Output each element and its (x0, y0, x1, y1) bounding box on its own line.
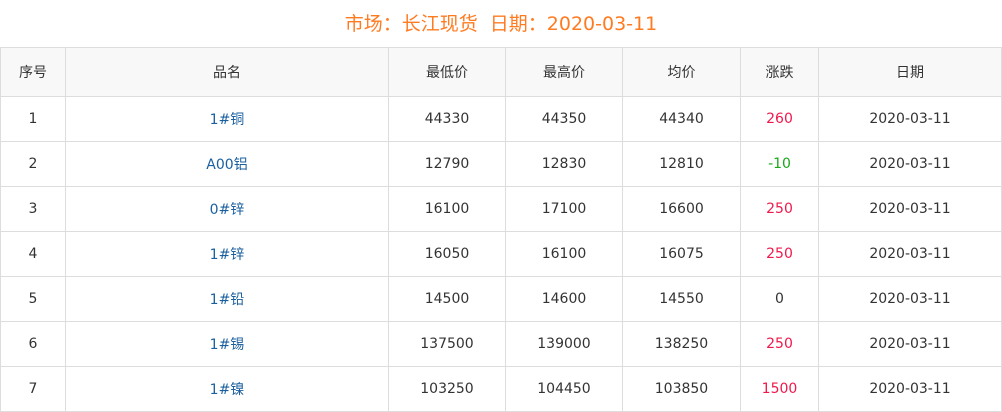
cell-change: 250 (740, 231, 819, 277)
cell-date: 2020-03-11 (818, 231, 1002, 277)
market-label: 市场：长江现货 (344, 13, 478, 35)
table-row: 3 0#锌 16100 17100 16600 250 2020-03-11 (0, 186, 1002, 232)
column-header-date: 日期 (818, 47, 1002, 97)
price-table: 序号 品名 最低价 最高价 均价 涨跌 日期 1 1#铜 44330 44350 44340 260 2… (0, 47, 1002, 412)
cell-date: 2020-03-11 (818, 96, 1002, 142)
cell-change: -10 (740, 141, 819, 187)
cell-index: 6 (0, 321, 66, 367)
cell-high-price: 139000 (505, 321, 623, 367)
cell-avg-price: 16600 (622, 186, 741, 232)
cell-index: 7 (0, 366, 66, 412)
cell-avg-price: 12810 (622, 141, 741, 187)
table-row: 6 1#锡 137500 139000 138250 250 2020-03-11 (0, 321, 1002, 367)
cell-product[interactable]: 1#铅 (65, 276, 389, 322)
cell-index: 5 (0, 276, 66, 322)
cell-product[interactable]: 0#锌 (65, 186, 389, 232)
cell-low-price: 44330 (388, 96, 506, 142)
cell-high-price: 17100 (505, 186, 623, 232)
column-header-high-price: 最高价 (505, 47, 623, 97)
cell-avg-price: 14550 (622, 276, 741, 322)
table-row: 4 1#锌 16050 16100 16075 250 2020-03-11 (0, 231, 1002, 277)
column-header-change: 涨跌 (740, 47, 819, 97)
cell-high-price: 16100 (505, 231, 623, 277)
column-header-index: 序号 (0, 47, 66, 97)
column-header-avg-price: 均价 (622, 47, 741, 97)
date-label: 日期：2020-03-11 (489, 13, 658, 35)
cell-product[interactable]: 1#铜 (65, 96, 389, 142)
cell-change: 260 (740, 96, 819, 142)
cell-avg-price: 103850 (622, 366, 741, 412)
cell-low-price: 16100 (388, 186, 506, 232)
cell-change: 0 (740, 276, 819, 322)
cell-change: 1500 (740, 366, 819, 412)
table-row: 7 1#镍 103250 104450 103850 1500 2020-03-11 (0, 366, 1002, 412)
table-row: 2 A00铝 12790 12830 12810 -10 2020-03-11 (0, 141, 1002, 187)
column-header-low-price: 最低价 (388, 47, 506, 97)
cell-avg-price: 44340 (622, 96, 741, 142)
cell-date: 2020-03-11 (818, 141, 1002, 187)
cell-date: 2020-03-11 (818, 186, 1002, 232)
cell-index: 4 (0, 231, 66, 277)
cell-high-price: 14600 (505, 276, 623, 322)
cell-date: 2020-03-11 (818, 276, 1002, 322)
cell-index: 1 (0, 96, 66, 142)
table-row: 1 1#铜 44330 44350 44340 260 2020-03-11 (0, 96, 1002, 142)
cell-index: 3 (0, 186, 66, 232)
cell-date: 2020-03-11 (818, 366, 1002, 412)
table-row: 5 1#铅 14500 14600 14550 0 2020-03-11 (0, 276, 1002, 322)
cell-product[interactable]: 1#锌 (65, 231, 389, 277)
cell-high-price: 44350 (505, 96, 623, 142)
cell-high-price: 104450 (505, 366, 623, 412)
cell-product[interactable]: A00铝 (65, 141, 389, 187)
cell-low-price: 16050 (388, 231, 506, 277)
cell-product[interactable]: 1#镍 (65, 366, 389, 412)
cell-low-price: 137500 (388, 321, 506, 367)
cell-avg-price: 16075 (622, 231, 741, 277)
cell-low-price: 12790 (388, 141, 506, 187)
cell-index: 2 (0, 141, 66, 187)
cell-low-price: 103250 (388, 366, 506, 412)
cell-high-price: 12830 (505, 141, 623, 187)
cell-product[interactable]: 1#锡 (65, 321, 389, 367)
header-row: 序号 品名 最低价 最高价 均价 涨跌 日期 (0, 47, 1002, 97)
cell-avg-price: 138250 (622, 321, 741, 367)
cell-change: 250 (740, 186, 819, 232)
cell-date: 2020-03-11 (818, 321, 1002, 367)
cell-low-price: 14500 (388, 276, 506, 322)
cell-change: 250 (740, 321, 819, 367)
page-title: 市场：长江现货 日期：2020-03-11 (0, 0, 1002, 47)
column-header-product: 品名 (65, 47, 389, 97)
